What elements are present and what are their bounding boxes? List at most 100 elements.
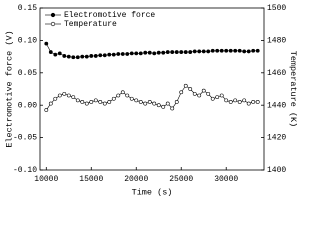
data-point [188, 87, 193, 91]
data-point [89, 100, 94, 104]
x-tick-label: 15000 [79, 175, 103, 184]
data-point [147, 100, 152, 104]
y-tick-label: -0.10 [13, 166, 37, 175]
y-tick-label: 0.05 [18, 69, 37, 78]
x-tick-label: 30000 [214, 175, 238, 184]
data-point [102, 53, 107, 58]
data-point [219, 93, 224, 98]
data-point [251, 100, 256, 104]
data-point [98, 100, 103, 104]
data-point [174, 100, 179, 104]
data-point [116, 93, 121, 98]
data-point [62, 54, 67, 58]
data-point [48, 101, 53, 106]
y2-tick-label: 1460 [267, 69, 286, 78]
data-point [98, 53, 103, 58]
data-point [53, 96, 58, 101]
data-point [120, 90, 125, 95]
data-point [125, 93, 130, 98]
data-point [111, 52, 116, 57]
data-point [210, 48, 215, 53]
data-point [161, 50, 166, 55]
y-tick-label: 0.10 [18, 37, 37, 46]
data-point [183, 83, 188, 88]
data-point [71, 55, 76, 60]
data-point [138, 51, 143, 56]
data-point [246, 101, 251, 106]
page: Time (s) Electromotive force (V) Tempera… [4, 4, 298, 198]
data-point [120, 52, 125, 56]
data-point [165, 50, 170, 54]
data-point [165, 101, 170, 106]
data-point [134, 98, 139, 103]
data-point [215, 48, 220, 53]
data-point [134, 51, 139, 56]
data-point [107, 100, 112, 104]
data-point [237, 100, 242, 104]
data-point [246, 49, 251, 54]
data-point [170, 50, 175, 54]
data-point [66, 93, 71, 98]
data-point [71, 95, 76, 100]
data-point [80, 54, 85, 59]
data-point [152, 51, 157, 56]
data-point [102, 101, 107, 106]
legend-label: Temperature [64, 20, 117, 29]
data-point [179, 90, 184, 95]
y-tick-label: 0.00 [18, 101, 37, 110]
data-point [107, 52, 112, 57]
data-point [192, 91, 197, 96]
data-point [242, 49, 247, 54]
data-point [224, 48, 229, 53]
data-point [116, 52, 121, 56]
data-point [84, 54, 89, 59]
data-point [75, 55, 80, 60]
data-point [143, 101, 148, 106]
data-point [255, 100, 260, 104]
data-point [53, 52, 58, 57]
data-point [93, 54, 98, 58]
y2-tick-label: 1480 [267, 37, 286, 46]
data-point [143, 50, 148, 55]
series-line [46, 85, 258, 111]
data-point [170, 106, 175, 111]
legend-marker [50, 21, 56, 27]
legend-marker [50, 12, 56, 18]
x-axis-label: Time (s) [132, 187, 173, 197]
data-point [44, 41, 49, 46]
x-tick-label: 25000 [169, 175, 193, 184]
data-point [111, 96, 116, 101]
y2-tick-label: 1400 [267, 166, 286, 175]
data-point [125, 52, 130, 56]
data-point [129, 96, 134, 101]
data-point [161, 104, 166, 109]
data-point [48, 50, 53, 54]
data-point [233, 48, 238, 53]
data-point [210, 96, 215, 101]
data-point [57, 93, 62, 98]
data-point [174, 50, 179, 54]
legend-label: Electromotive force [64, 11, 155, 20]
data-point [129, 51, 134, 56]
y2-tick-label: 1500 [267, 4, 286, 13]
data-point [93, 98, 98, 103]
data-point [255, 48, 260, 53]
data-point [242, 98, 247, 103]
y-axis-label: Electromotive force (V) [4, 30, 14, 147]
y2-axis-label: Temperature (K) [288, 51, 298, 128]
data-point [66, 54, 71, 59]
y2-tick-label: 1420 [267, 134, 286, 143]
data-point [219, 48, 224, 53]
data-point [224, 98, 229, 103]
data-point [44, 108, 49, 112]
data-point [228, 100, 233, 104]
data-point [80, 100, 85, 104]
data-point [179, 50, 184, 54]
chart: Time (s) Electromotive force (V) Tempera… [4, 4, 298, 197]
data-point [201, 88, 206, 93]
data-point [156, 50, 161, 55]
data-point [206, 49, 211, 54]
x-tick-label: 20000 [124, 175, 148, 184]
data-point [62, 91, 67, 96]
data-point [152, 101, 157, 106]
